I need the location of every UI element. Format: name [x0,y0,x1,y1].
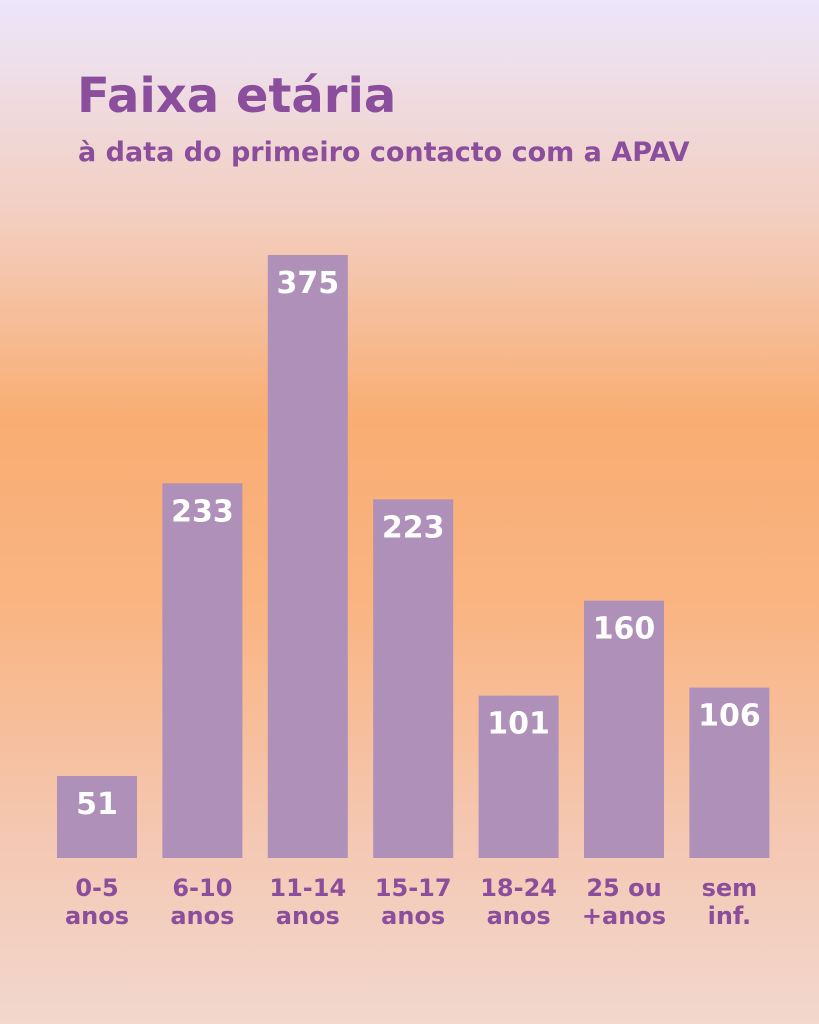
category-label-4-line-1: anos [487,902,551,930]
category-label-1-line-0: 6-10 [172,874,232,902]
category-label-3-line-1: anos [381,902,445,930]
bar-2 [267,255,348,858]
chart-subtitle: à data do primeiro contacto com a APAV [78,137,690,168]
bar-value-label-4: 101 [487,707,550,742]
bar-value-label-0: 51 [76,787,118,822]
bar-0 [57,776,137,858]
category-label-4-line-0: 18-24 [480,874,557,902]
bar-3 [373,499,454,858]
category-label-5-line-1: +anos [582,902,666,930]
bar-6 [689,687,770,858]
bar-value-label-3: 223 [382,510,445,545]
bar-value-label-2: 375 [276,266,339,301]
bar-value-label-5: 160 [593,612,656,647]
category-label-2-line-1: anos [276,902,340,930]
category-label-6-line-1: inf. [708,902,752,930]
category-label-2-line-0: 11-14 [269,874,346,902]
category-label-1-line-1: anos [170,902,234,930]
category-label-0-line-0: 0-5 [75,874,118,902]
bar-5 [584,600,664,858]
bar-4 [478,695,559,858]
category-label-5-line-0: 25 ou [586,874,661,902]
category-label-6-line-0: sem [702,874,758,902]
category-label-3-line-0: 15-17 [375,874,452,902]
bar-value-label-6: 106 [698,699,761,734]
chart-title: Faixa etária [77,68,397,124]
category-label-0-line-1: anos [65,902,129,930]
bar-1 [162,483,243,858]
bar-value-label-1: 233 [171,494,234,529]
